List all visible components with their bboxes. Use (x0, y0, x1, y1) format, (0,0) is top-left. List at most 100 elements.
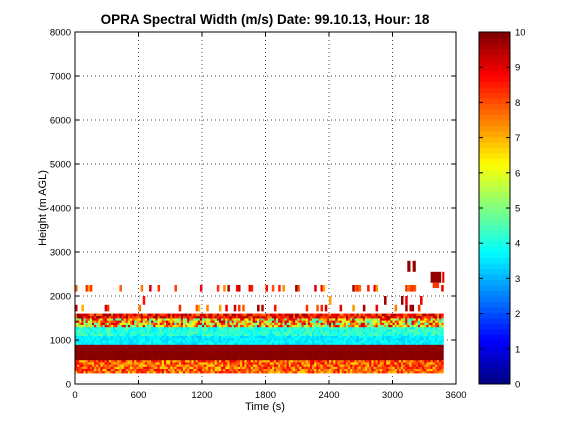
colorbar-swatch (479, 87, 510, 93)
heatmap-cell (121, 368, 125, 372)
heatmap-cell (441, 337, 444, 341)
heatmap-cell (318, 313, 321, 317)
heatmap-cell (320, 313, 324, 317)
heatmap-cell (424, 318, 427, 321)
heatmap-cell (337, 322, 340, 325)
heatmap-cell (108, 370, 112, 374)
heatmap-cell (214, 355, 218, 358)
heatmap-cell (282, 329, 285, 332)
heatmap-cell (436, 368, 440, 372)
heatmap-cell (83, 320, 86, 323)
heatmap-cell (176, 333, 180, 336)
heatmap-cell (428, 348, 431, 352)
heatmap-cell (246, 364, 249, 367)
heatmap-cell (94, 355, 97, 358)
heatmap-cell (307, 322, 311, 325)
heatmap-cell (81, 331, 84, 334)
heatmap-cell (265, 331, 269, 334)
heatmap-cell (254, 324, 258, 328)
chart-title: OPRA Spectral Width (m/s) Date: 99.10.13… (101, 12, 430, 27)
heatmap-cell (214, 370, 218, 374)
heatmap-cell (312, 370, 315, 374)
heatmap-cell (91, 368, 95, 372)
heatmap-cell (424, 344, 427, 347)
colorbar-swatch (479, 362, 510, 368)
heatmap-cell (320, 315, 324, 319)
colorbar-swatch (479, 114, 510, 121)
heatmap-cell (254, 342, 258, 345)
heatmap-cell (149, 322, 152, 325)
heatmap-cell (284, 331, 288, 334)
heatmap-cell (204, 355, 207, 358)
heatmap-cell (436, 324, 440, 328)
heatmap-cell (197, 333, 201, 336)
heatmap-cell (136, 342, 139, 345)
heatmap-cell (102, 364, 106, 367)
heatmap-cell (314, 335, 317, 339)
heatmap-cell (125, 344, 129, 347)
heatmap-cell (269, 326, 273, 330)
heatmap-cell (204, 353, 207, 356)
heatmap-cell (191, 346, 194, 350)
heatmap-cell (153, 357, 156, 361)
heatmap-cell (157, 315, 161, 319)
heatmap-cell (307, 329, 311, 332)
heatmap-cell (134, 335, 137, 339)
heatmap-cell (174, 351, 177, 354)
heatmap-cell (153, 320, 156, 323)
heatmap-cell (379, 355, 383, 358)
heatmap-cell (390, 362, 393, 365)
heatmap-cell (295, 351, 298, 354)
colorbar-tick-label: 9 (515, 63, 520, 74)
heatmap-cell (377, 320, 381, 323)
heatmap-cell (267, 357, 271, 361)
heatmap-cell (225, 320, 228, 323)
heatmap-cell (392, 333, 396, 336)
heatmap-cell (180, 359, 184, 363)
heatmap-cell (290, 348, 294, 352)
heatmap-cell (259, 342, 262, 345)
heatmap-cell (197, 344, 201, 347)
heatmap-cell (290, 340, 294, 343)
heatmap-cell (136, 351, 139, 354)
heatmap-cell (115, 313, 118, 317)
heatmap-cell (216, 351, 220, 354)
heatmap-cell (390, 342, 393, 345)
heatmap-cell (341, 346, 345, 350)
heatmap-cell (343, 322, 347, 325)
heatmap-cell (301, 324, 304, 328)
heatmap-cell (316, 326, 319, 330)
heatmap-cell (83, 348, 86, 352)
heatmap-cell (441, 318, 444, 321)
heatmap-cell (392, 348, 396, 352)
heatmap-cell (212, 329, 216, 332)
heatmap-cell (132, 359, 135, 363)
heatmap-cell (132, 368, 135, 372)
heatmap-cell (333, 315, 336, 319)
heatmap-cell (326, 333, 330, 336)
heatmap-cell (335, 329, 338, 332)
heatmap-cell (271, 353, 275, 356)
heatmap-cell (191, 318, 194, 321)
heatmap-cell (373, 346, 376, 350)
heatmap-cell (208, 333, 211, 336)
heatmap-cell (358, 346, 362, 350)
heatmap-cell (187, 324, 190, 328)
heatmap-cell (246, 346, 249, 350)
heatmap-cell (170, 368, 173, 372)
heatmap-cell (110, 357, 114, 361)
heatmap-cell (161, 337, 165, 341)
heatmap-cell (180, 320, 184, 323)
heatmap-cell (405, 348, 408, 352)
heatmap-cell (91, 324, 95, 328)
heatmap-cell (121, 362, 125, 365)
heatmap-cell (191, 326, 194, 330)
heatmap-cell (252, 324, 256, 328)
heatmap-cell (371, 346, 374, 350)
heatmap-cell (333, 326, 336, 330)
heatmap-cell (221, 329, 224, 332)
heatmap-cell (424, 366, 427, 369)
heatmap-cell (130, 346, 133, 350)
